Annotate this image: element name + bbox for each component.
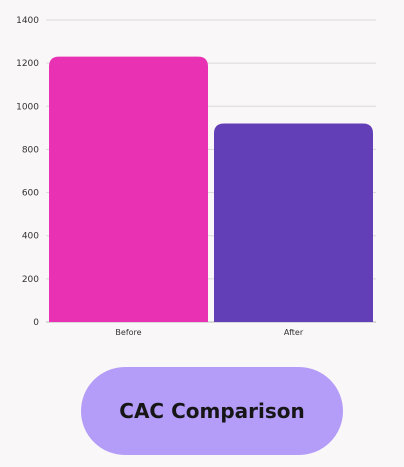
y-axis-ticks: 0 200 400 600 800 1000 1200 1400 — [16, 16, 39, 328]
y-tick-label: 1000 — [16, 102, 39, 112]
x-tick-label: After — [284, 328, 304, 337]
y-tick-label: 0 — [33, 318, 39, 328]
chart-title: CAC Comparison — [119, 399, 305, 423]
chart-title-badge: CAC Comparison — [81, 367, 343, 455]
x-tick-label: Before — [115, 328, 141, 337]
y-tick-label: 1200 — [16, 59, 39, 69]
bar-before — [49, 56, 208, 323]
y-tick-label: 800 — [22, 145, 39, 155]
y-tick-label: 600 — [22, 189, 39, 199]
bars — [49, 56, 373, 323]
bar-chart: 0 200 400 600 800 1000 1200 1400 Before After — [16, 16, 376, 337]
y-tick-label: 200 — [22, 275, 39, 285]
x-axis-labels: Before After — [115, 328, 303, 337]
y-tick-label: 1400 — [16, 16, 39, 26]
bar-after — [214, 123, 373, 323]
y-tick-label: 400 — [22, 232, 39, 242]
